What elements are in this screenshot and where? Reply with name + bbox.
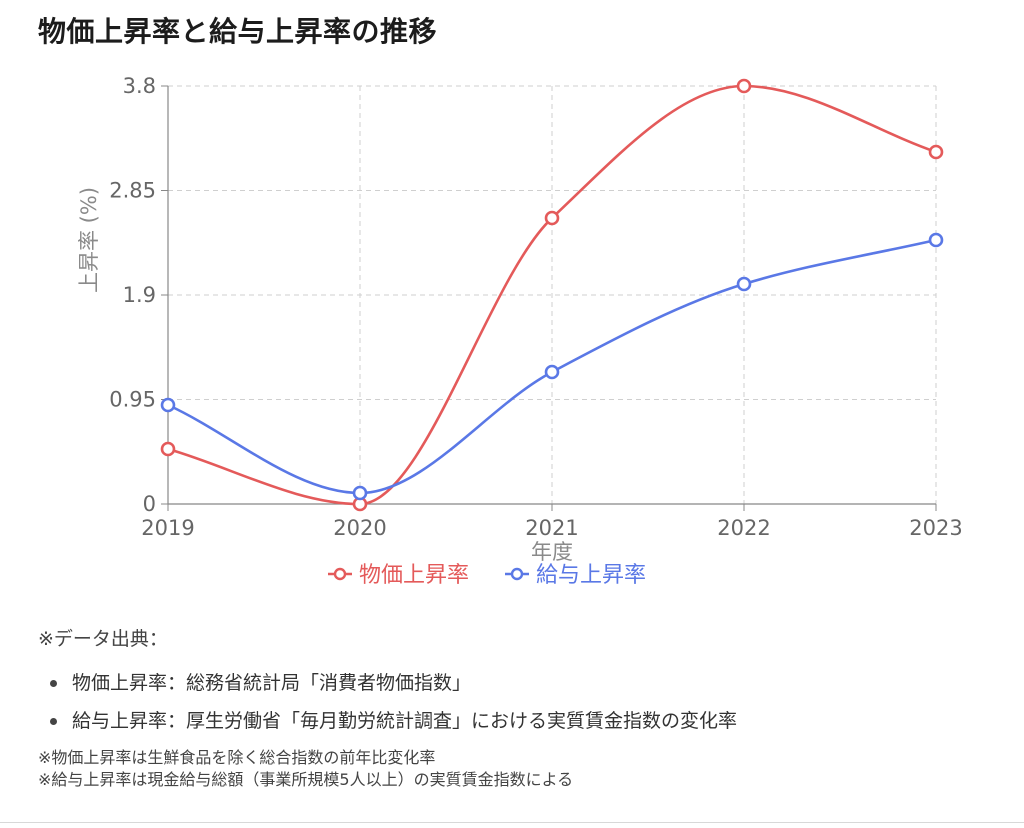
legend-label: 物価上昇率 [359,563,469,588]
legend-item: 物価上昇率 [328,563,469,588]
page-title: 物価上昇率と給与上昇率の推移 [38,15,438,48]
y-tick-label: 3.8 [123,74,156,98]
legend-marker-icon [333,567,347,581]
source-list: 物価上昇率：総務省統計局「消費者物価指数」 給与上昇率：厚生労働省「毎月勤労統計… [38,671,998,733]
notes-heading: ※データ出典： [38,628,168,650]
data-point [544,210,560,226]
footnote: ※物価上昇率は生鮮食品を除く総合指数の前年比変化率 [38,748,436,767]
y-tick-label: 2.85 [109,179,156,203]
data-point [160,397,176,413]
legend-marker-icon [510,567,524,581]
x-tick-label: 2022 [717,516,770,540]
bottom-divider [0,822,1024,823]
data-point [160,441,176,457]
x-tick-label: 2021 [525,516,578,540]
data-point [544,364,560,380]
y-tick-label: 1.9 [123,283,156,307]
bullet-icon [50,680,57,687]
footnotes: ※物価上昇率は生鮮食品を除く総合指数の前年比変化率 ※給与上昇率は現金給与総額（… [38,747,998,791]
data-point [736,276,752,292]
series-line-1 [167,84,937,506]
x-tick-label: 2023 [909,516,962,540]
x-tick-label: 2019 [141,516,194,540]
data-point [928,232,944,248]
bullet-icon [50,718,57,725]
y-axis-title: 上昇率 (%) [77,187,101,293]
data-point [736,78,752,94]
x-axis-title: 年度 [531,540,573,564]
data-point [928,144,944,160]
line-chart: 0 0.95 1.9 2.85 3.8 2019 2020 2021 2022 2023 年度 上昇率… [77,74,963,588]
legend-item: 給与上昇率 [505,563,646,588]
source-item: 物価上昇率：総務省統計局「消費者物価指数」 [38,671,998,695]
source-item: 給与上昇率：厚生労働省「毎月勤労統計調査」における実質賃金指数の変化率 [38,709,998,733]
data-source-notes: ※データ出典： 物価上昇率：総務省統計局「消費者物価指数」 給与上昇率：厚生労働… [38,624,998,791]
footnote: ※給与上昇率は現金給与総額（事業所規模5人以上）の実質賃金指数による [38,770,574,789]
data-point [352,485,368,501]
source-item-text: 給与上昇率：厚生労働省「毎月勤労統計調査」における実質賃金指数の変化率 [72,710,738,732]
x-tick-label: 2020 [333,516,386,540]
source-item-text: 物価上昇率：総務省統計局「消費者物価指数」 [72,672,472,694]
y-tick-label: 0.95 [109,388,156,412]
y-tick-label: 0 [143,492,156,516]
legend-label: 給与上昇率 [536,563,646,588]
